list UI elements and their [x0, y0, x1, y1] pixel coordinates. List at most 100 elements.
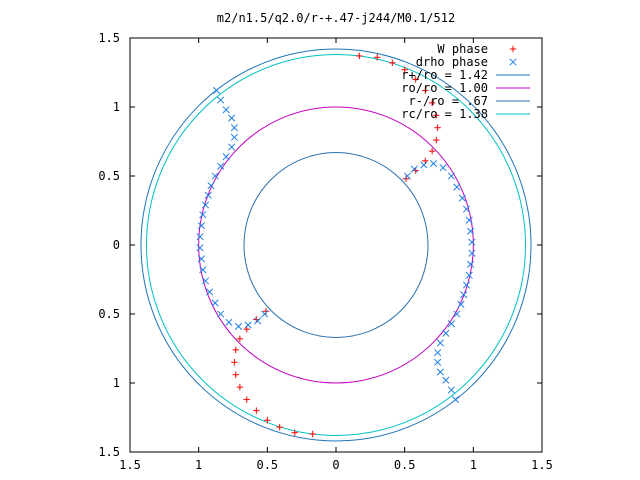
legend-label: W phase — [437, 42, 488, 56]
drho-phase-point — [410, 165, 418, 173]
drho-phase-point — [458, 194, 466, 202]
reference-circle — [145, 54, 527, 436]
w-phase-point — [509, 45, 517, 53]
drho-phase-point — [465, 216, 473, 224]
drho-phase-point — [429, 160, 438, 168]
w-phase-point — [231, 359, 238, 366]
w-phase-point — [428, 99, 436, 107]
drho-phase-point — [439, 164, 447, 172]
drho-phase-point — [212, 86, 221, 94]
w-phase-point — [412, 76, 419, 83]
drho-phase-point — [230, 124, 238, 132]
drho-phase-point — [462, 205, 471, 213]
drho-phase-point — [197, 222, 205, 230]
reference-circles — [140, 48, 532, 442]
drho-phase-point — [201, 201, 210, 209]
drho-phase-point — [254, 317, 262, 325]
w-phase-point — [434, 124, 441, 131]
drho-phase-point — [453, 183, 461, 191]
drho-phase-point — [197, 255, 205, 263]
w-phase-point — [262, 308, 270, 315]
drho-phase-point — [228, 114, 236, 122]
drho-phase-point — [403, 172, 411, 180]
y-tick-label: 0 — [113, 238, 120, 252]
drho-phase-point — [420, 161, 428, 169]
drho-phase-point — [199, 266, 207, 274]
drho-phase-point — [451, 396, 460, 404]
w-phase-point — [243, 396, 250, 403]
y-tick-label: 1 — [113, 100, 120, 114]
drho-phase-point — [447, 172, 455, 180]
w-phase-point — [356, 52, 363, 60]
w-phase-point — [276, 423, 283, 431]
y-tick-label: 1.5 — [98, 31, 120, 45]
w-phase-point — [232, 371, 239, 378]
axis-ticks: 1.5 1 0.5 0 0.5 1 1.51.510.500.511.5 — [98, 31, 553, 472]
drho-phase-point — [467, 260, 475, 268]
x-tick-label: 0.5 — [394, 458, 416, 472]
x-tick-label: 0.5 — [256, 458, 278, 472]
drho-phase-point — [234, 322, 243, 330]
w-phase-point — [389, 59, 396, 67]
drho-phase-point — [204, 191, 212, 199]
legend-label: drho phase — [416, 55, 488, 69]
w-phase-point — [374, 54, 381, 61]
drho-phase-point — [196, 233, 204, 241]
reference-circle — [198, 106, 474, 384]
drho-phase-point — [207, 182, 215, 190]
drho-phase-point — [442, 376, 450, 384]
drho-phase-point — [509, 58, 517, 66]
drho-phase-point — [468, 238, 476, 246]
drho-phase-point — [199, 211, 207, 219]
drho-phase-point — [211, 299, 219, 307]
legend-label: rc/ro = 1.38 — [401, 107, 488, 121]
drho-phase-point — [434, 349, 442, 357]
drho-phase-point — [457, 300, 465, 308]
legend-label: ro/ro = 1.00 — [401, 81, 488, 95]
drho-phase-point — [196, 244, 204, 252]
drho-phase-point — [436, 368, 444, 376]
drho-phase-point — [230, 133, 238, 141]
drho-phase-point — [222, 106, 230, 114]
drho-phase-point — [225, 318, 233, 326]
drho-phase-point — [206, 288, 214, 296]
reference-circle — [243, 152, 429, 338]
w-phase-point — [236, 383, 244, 391]
drho-phase-point — [228, 143, 236, 151]
w-phase-point — [401, 66, 408, 73]
w-phase-point — [433, 112, 440, 119]
chart-title: m2/n1.5/q2.0/r-+.47-j244/M0.1/512 — [217, 11, 455, 25]
drho-phase-point — [211, 172, 219, 180]
x-tick-label: 1 — [195, 458, 202, 472]
drho-phase-point — [453, 310, 461, 318]
drho-phase-point — [460, 291, 468, 299]
w-phase-point — [253, 407, 260, 414]
drho-phase-point — [217, 310, 225, 318]
w-phase-point — [428, 147, 436, 155]
reference-circle — [140, 48, 532, 442]
drho-phase-point — [436, 339, 444, 347]
y-tick-label: 0.5 — [98, 307, 120, 321]
w-phase-point — [232, 346, 239, 354]
x-tick-label: 1.5 — [119, 458, 141, 472]
drho-phase-point — [462, 281, 471, 289]
drho-phase-point — [222, 153, 230, 161]
legend-label: r+/ro = 1.42 — [401, 68, 488, 82]
drho-phase-point — [244, 321, 252, 329]
legend-label: r-/ro = .67 — [409, 94, 488, 108]
drho-phase-point — [447, 320, 455, 328]
drho-phase-point — [447, 386, 455, 394]
w-phase-point — [433, 136, 440, 144]
drho-phase-point — [468, 249, 476, 257]
data-series — [196, 52, 476, 438]
x-tick-label: 1 — [470, 458, 477, 472]
y-tick-label: 0.5 — [98, 169, 120, 183]
w-phase-point — [309, 430, 316, 438]
drho-phase-point — [465, 271, 473, 279]
x-tick-label: 0 — [332, 458, 339, 472]
w-phase-point — [402, 175, 410, 182]
drho-phase-point — [261, 310, 269, 318]
drho-phase-point — [201, 277, 210, 285]
